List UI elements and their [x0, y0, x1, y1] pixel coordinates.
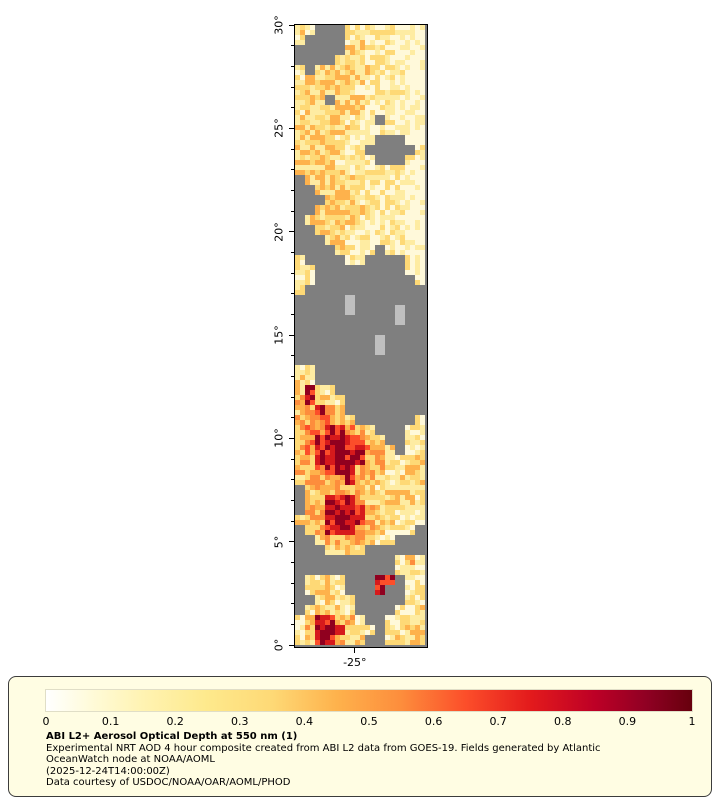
- legend-caption: ABI L2+ Aerosol Optical Depth at 550 nm …: [46, 731, 601, 789]
- latitude-tick-label: 10°: [272, 428, 286, 449]
- colorbar-tick-label: 0.5: [360, 715, 378, 728]
- latitude-minor-tick: [291, 355, 294, 357]
- latitude-minor-tick: [291, 169, 294, 171]
- latitude-minor-tick: [291, 86, 294, 88]
- latitude-tick-label: 30°: [272, 15, 286, 35]
- latitude-minor-tick: [291, 561, 294, 563]
- colorbar-tick-label: 0.9: [618, 715, 637, 728]
- latitude-minor-tick: [291, 272, 294, 274]
- legend-credit: Data courtesy of USDOC/NOAA/OAR/AOML/PHO…: [46, 777, 291, 788]
- latitude-tick-label: 20°: [272, 221, 286, 242]
- colorbar-tick-label: 0.2: [166, 715, 184, 728]
- colorbar-tick-label: 0.6: [424, 715, 443, 728]
- latitude-minor-tick: [291, 313, 294, 315]
- latitude-minor-tick: [291, 623, 294, 625]
- latitude-tick-label: 5°: [272, 535, 286, 548]
- latitude-tick: [289, 24, 294, 26]
- colorbar-gradient: [45, 689, 693, 712]
- latitude-minor-tick: [291, 375, 294, 377]
- latitude-minor-tick: [291, 148, 294, 150]
- latitude-tick-label: 0°: [272, 638, 286, 652]
- colorbar-tick-label: 0.3: [231, 715, 249, 728]
- latitude-minor-tick: [291, 603, 294, 605]
- latitude-minor-tick: [291, 210, 294, 212]
- colorbar-tick-label: 0: [42, 715, 50, 728]
- latitude-minor-tick: [291, 396, 294, 398]
- latitude-minor-tick: [291, 479, 294, 481]
- latitude-minor-tick: [291, 45, 294, 47]
- colorbar-tick-label: 1: [688, 715, 696, 728]
- colorbar-tick-label: 0.8: [554, 715, 572, 728]
- legend-panel: ABI L2+ Aerosol Optical Depth at 550 nm …: [8, 676, 712, 797]
- colorbar-tick-label: 0.1: [101, 715, 120, 728]
- latitude-tick: [289, 644, 294, 646]
- longitude-tick-label: -25°: [343, 656, 367, 669]
- latitude-minor-tick: [291, 251, 294, 253]
- latitude-tick: [289, 541, 294, 543]
- latitude-minor-tick: [291, 65, 294, 67]
- colorbar-tick-label: 0.7: [489, 715, 507, 728]
- colorbar-tick-label: 0.4: [295, 715, 314, 728]
- latitude-minor-tick: [291, 499, 294, 501]
- longitude-tick: [354, 648, 356, 653]
- latitude-tick: [289, 334, 294, 336]
- latitude-tick: [289, 437, 294, 439]
- legend-description-line2: OceanWatch node at NOAA/AOML: [46, 754, 215, 765]
- latitude-tick: [289, 127, 294, 129]
- latitude-minor-tick: [291, 189, 294, 191]
- legend-title: ABI L2+ Aerosol Optical Depth at 550 nm …: [46, 731, 298, 742]
- aod-map-frame: 30° 25° 20° 15° 10° 5° 0° -25°: [273, 15, 428, 669]
- latitude-tick-label: 15°: [272, 325, 286, 345]
- aod-map-canvas: [295, 25, 425, 645]
- latitude-minor-tick: [291, 582, 294, 584]
- latitude-minor-tick: [291, 107, 294, 109]
- latitude-minor-tick: [291, 520, 294, 522]
- latitude-tick-label: 25°: [272, 118, 286, 139]
- legend-timestamp: (2025-12-24T14:00:00Z): [46, 765, 170, 777]
- legend-description-line1: Experimental NRT AOD 4 hour composite cr…: [46, 742, 601, 754]
- latitude-minor-tick: [291, 458, 294, 460]
- latitude-tick: [289, 231, 294, 233]
- latitude-minor-tick: [291, 293, 294, 295]
- latitude-minor-tick: [291, 417, 294, 419]
